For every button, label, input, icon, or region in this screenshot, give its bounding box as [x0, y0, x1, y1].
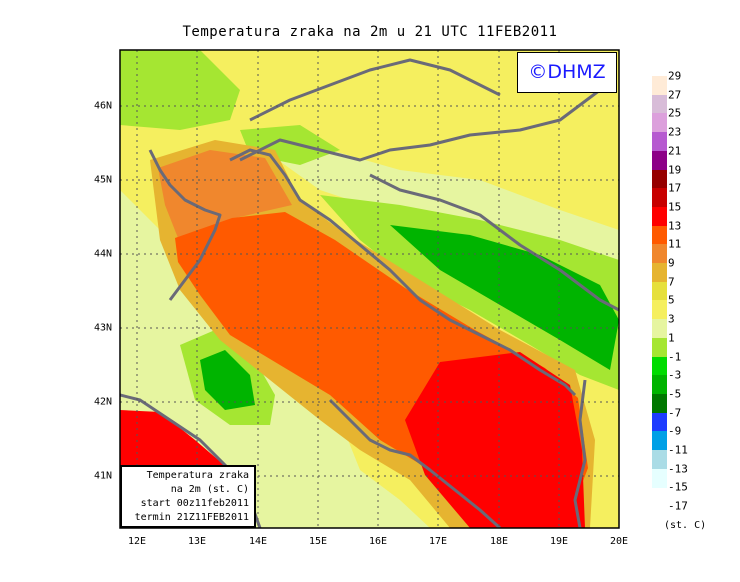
- lat-tick-label: 41N: [94, 470, 113, 482]
- grid-lines: [120, 50, 619, 528]
- temp-field-north-green: [120, 50, 240, 130]
- lon-tick-label: 19E: [549, 536, 569, 547]
- legend-swatch: [652, 169, 667, 189]
- lon-tick-label: 13E: [187, 536, 207, 547]
- lat-tick-label: 43N: [94, 322, 113, 334]
- legend-swatch: [652, 94, 667, 114]
- legend-label: -1: [668, 350, 682, 363]
- legend-swatch: [652, 468, 667, 488]
- legend-label: 27: [668, 88, 682, 102]
- legend-swatch: [652, 393, 667, 414]
- temp-field-south-adriatic-red: [405, 352, 585, 528]
- legend-swatch: [652, 300, 667, 320]
- legend-label: 7: [668, 275, 675, 289]
- legend-label: -15: [668, 480, 688, 494]
- legend-swatch: [652, 76, 667, 96]
- lat-tick-label: 42N: [94, 396, 113, 408]
- legend-swatch: [652, 375, 667, 395]
- legend-label: -13: [668, 462, 688, 476]
- legend-swatch: [652, 150, 667, 170]
- legend-label: 29: [668, 69, 682, 83]
- legend-label: 11: [668, 237, 682, 251]
- legend-label: -5: [668, 387, 682, 401]
- lat-tick-label: 45N: [94, 174, 113, 186]
- lon-tick-label: 16E: [368, 536, 388, 547]
- lon-tick-label: 17E: [428, 536, 448, 547]
- legend-swatch: [652, 225, 667, 245]
- legend-swatch: [652, 337, 667, 357]
- legend-label: -9: [668, 424, 682, 438]
- legend-label: 23: [668, 125, 682, 139]
- info-line-4: termin 21Z11FEB2011: [134, 512, 249, 523]
- temp-field-croatia-darkgreen: [390, 225, 619, 370]
- info-box: Temperatura zraka na 2m (st. C) start 00…: [120, 465, 256, 528]
- legend-swatch: [652, 132, 667, 152]
- legend-swatch: [652, 206, 667, 227]
- legend-label: 19: [668, 163, 682, 176]
- legend-label: 25: [668, 106, 682, 120]
- legend-swatch: [652, 244, 667, 264]
- legend-swatch: [652, 431, 667, 451]
- legend-swatch: [652, 319, 667, 339]
- legend-swatch: [652, 450, 667, 470]
- temp-field-croatia-green: [320, 195, 619, 390]
- lon-tick-label: 12E: [127, 536, 147, 547]
- coastlines-borders: [120, 58, 619, 528]
- legend-label: 9: [668, 256, 675, 270]
- lat-tick-label: 44N: [94, 248, 113, 260]
- legend-swatch: [652, 281, 667, 301]
- info-line-2: na 2m (st. C): [170, 484, 249, 495]
- legend-swatch: [652, 412, 667, 432]
- lon-tick-label: 14E: [248, 536, 268, 547]
- legend-label: 13: [668, 219, 682, 233]
- lat-tick-label: 46N: [94, 100, 113, 112]
- legend-label: -3: [668, 368, 682, 382]
- legend-swatch: [652, 188, 667, 208]
- lon-tick-label: 18E: [489, 536, 509, 547]
- legend-label: 15: [668, 200, 682, 214]
- legend-swatch: [652, 356, 667, 376]
- lon-tick-label: 15E: [308, 536, 328, 547]
- legend-swatch: [652, 113, 667, 133]
- legend-label: 5: [668, 293, 675, 307]
- legend-label: -7: [668, 406, 682, 420]
- lon-tick-label: 20E: [609, 536, 629, 547]
- map-frame: [119, 49, 620, 529]
- legend-swatch: [652, 263, 667, 283]
- legend-label: -11: [668, 443, 688, 457]
- legend-label: 3: [668, 312, 675, 326]
- map-title: Temperatura zraka na 2m u 21 UTC 11FEB20…: [182, 24, 558, 40]
- dhmz-watermark: ©DHMZ: [517, 52, 617, 93]
- info-line-1: Temperatura zraka: [146, 470, 249, 481]
- legend-label: -17: [668, 499, 688, 513]
- info-line-3: start 00z11feb2011: [140, 498, 249, 509]
- legend-label: 1: [668, 331, 675, 345]
- legend-label: 17: [668, 181, 682, 195]
- temp-field-italy-darkgreen: [200, 350, 255, 410]
- legend-label: 21: [668, 144, 682, 158]
- legend-unit: (st. C): [664, 520, 707, 531]
